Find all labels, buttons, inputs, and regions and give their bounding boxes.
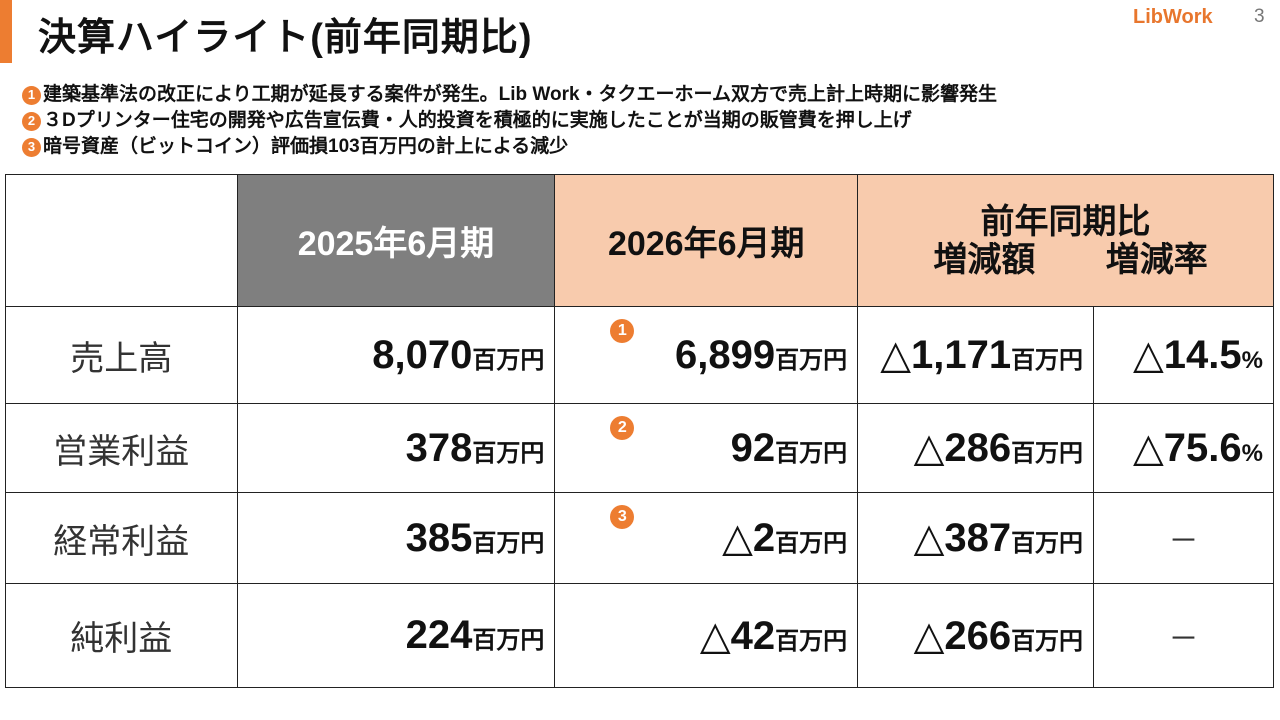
prev-cell: 378百万円: [236, 403, 556, 493]
header-rate: 増減率: [1105, 240, 1208, 279]
curr-cell: 3 △2百万円: [554, 492, 859, 584]
unit: 百万円: [472, 627, 545, 654]
page-number: 3: [1254, 6, 1265, 27]
diff-cell: △266百万円: [857, 583, 1095, 688]
curr-cell: 2 92百万円: [554, 403, 859, 493]
header-empty: [5, 174, 238, 307]
percent-unit: %: [1241, 440, 1263, 467]
page-title: 決算ハイライト(前年同期比): [38, 17, 533, 59]
curr-cell: 1 6,899百万円: [554, 306, 859, 404]
prev-cell-value: 378: [405, 425, 473, 470]
prev-cell: 8,070百万円: [236, 306, 556, 404]
header-yoy: 前年同期比 増減額 増減率: [857, 174, 1274, 307]
header-row: 2025年6月期 2026年6月期 前年同期比 増減額 増減率: [5, 174, 1274, 307]
unit: 百万円: [472, 346, 545, 374]
prev-cell: 224百万円: [236, 583, 556, 688]
prev-cell: 385百万円: [236, 492, 556, 584]
unit: 百万円: [775, 627, 848, 655]
number-marker-icon: 1: [22, 85, 41, 105]
table-row: 売上高 8,070百万円 1 6,899百万円 △1,171百万円 △14.5%: [5, 306, 1274, 404]
notes: 1 建築基準法の改正により工期が延長する案件が発生。Lib Work・タクエーホー…: [22, 82, 997, 160]
prev-cell-value: 385: [405, 515, 473, 560]
prev-cell-value: 224: [405, 613, 473, 657]
header-prev: 2025年6月期: [236, 174, 556, 307]
diff-cell: △286百万円: [857, 403, 1095, 493]
row-label: 純利益: [5, 583, 238, 688]
unit: 百万円: [1011, 627, 1084, 655]
header-yoy-title: 前年同期比: [980, 202, 1151, 241]
diff-cell-value: △1,171: [880, 333, 1012, 377]
table-row: 経常利益 385百万円 3 △2百万円 △387百万円－: [5, 492, 1274, 584]
rate-cell: －: [1093, 583, 1274, 688]
diff-cell-value: △387: [913, 516, 1012, 560]
row-label: 売上高: [5, 306, 238, 404]
header-curr: 2026年6月期: [554, 174, 859, 307]
prev-cell-value: 8,070: [372, 332, 473, 377]
table-row: 純利益 224百万円 △42百万円 △266百万円－: [5, 583, 1274, 688]
rate-cell: －: [1093, 492, 1274, 584]
row-label: 営業利益: [5, 403, 238, 493]
note-text: 暗号資産（ビットコイン）評価損103百万円の計上による減少: [43, 136, 569, 157]
number-marker-icon: 3: [22, 137, 41, 157]
rate-value: △14.5: [1133, 333, 1242, 377]
number-marker-icon: 2: [22, 111, 41, 131]
curr-cell: △42百万円: [554, 583, 859, 688]
note-text: 建築基準法の改正により工期が延長する案件が発生。Lib Work・タクエーホーム…: [43, 84, 997, 105]
percent-unit: %: [1241, 347, 1263, 374]
note-2: 2 ３Dプリンター住宅の開発や広告宣伝費・人的投資を積極的に実施したことが当期の販…: [22, 108, 997, 134]
unit: 百万円: [1011, 440, 1084, 467]
table-row: 営業利益 378百万円 2 92百万円 △286百万円 △75.6%: [5, 403, 1274, 493]
diff-cell: △1,171百万円: [857, 306, 1095, 404]
results-table: 2025年6月期 2026年6月期 前年同期比 増減額 増減率 売上高 8,070百…: [5, 174, 1274, 688]
number-marker-icon: 3: [610, 505, 635, 529]
diff-cell-value: △266: [913, 613, 1012, 658]
curr-cell-value: 6,899: [675, 332, 776, 377]
diff-cell: △387百万円: [857, 492, 1095, 584]
note-3: 3 暗号資産（ビットコイン）評価損103百万円の計上による減少: [22, 134, 997, 160]
curr-cell-value: △42: [699, 613, 776, 658]
unit: 百万円: [775, 530, 848, 557]
rate-cell: △75.6%: [1093, 403, 1274, 493]
unit: 百万円: [775, 439, 848, 467]
unit: 百万円: [1011, 347, 1084, 374]
curr-cell-value: 92: [730, 425, 776, 470]
number-marker-icon: 1: [610, 319, 635, 343]
curr-cell-value: △2: [722, 516, 776, 560]
rate-cell: △14.5%: [1093, 306, 1274, 404]
header-diff: 増減額: [933, 240, 1036, 279]
note-text: ３Dプリンター住宅の開発や広告宣伝費・人的投資を積極的に実施したことが当期の販管…: [43, 110, 912, 131]
libwork-logo: LibWork: [1133, 6, 1213, 28]
row-label: 経常利益: [5, 492, 238, 584]
unit: 百万円: [472, 439, 545, 467]
unit: 百万円: [775, 346, 848, 374]
diff-cell-value: △286: [913, 426, 1012, 470]
title-accent-bar: [0, 0, 12, 63]
unit: 百万円: [472, 529, 545, 557]
unit: 百万円: [1011, 530, 1084, 557]
number-marker-icon: 2: [610, 416, 635, 440]
rate-value: △75.6: [1133, 426, 1242, 470]
note-1: 1 建築基準法の改正により工期が延長する案件が発生。Lib Work・タクエーホー…: [22, 82, 997, 108]
